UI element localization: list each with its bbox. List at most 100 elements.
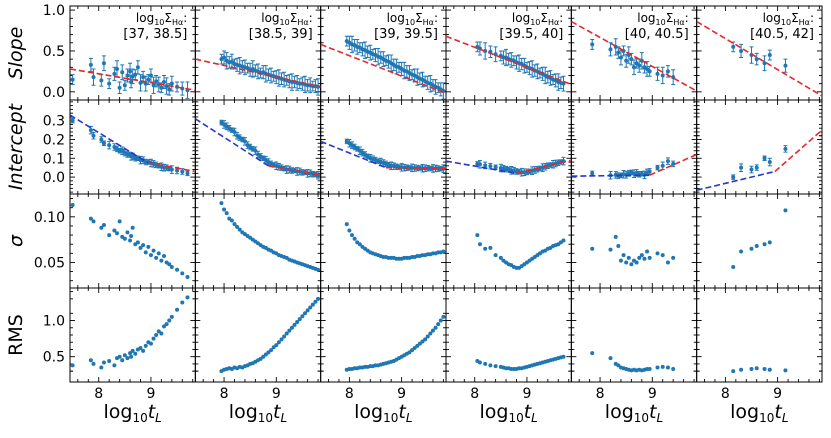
data-point [180, 169, 185, 174]
x-tick-label: 8 [721, 386, 730, 402]
x-axis-label: log10tL [479, 401, 537, 425]
data-point [175, 307, 180, 312]
fit-line [696, 20, 823, 97]
data-point [608, 47, 613, 52]
data-point [608, 356, 613, 361]
fit-line [516, 159, 572, 175]
fit-line [696, 170, 776, 192]
data-point [148, 73, 153, 78]
data-point [107, 143, 112, 148]
x-tick-label: 9 [773, 386, 782, 402]
data-point [665, 69, 670, 74]
y-axis-label: RMS [5, 314, 27, 356]
panel-data [571, 153, 697, 180]
data-point [498, 255, 503, 260]
data-point [616, 50, 621, 55]
data-point [637, 63, 642, 68]
data-point [749, 246, 754, 251]
column-label-range: [40.5, 42] [750, 27, 814, 42]
data-point [590, 246, 595, 251]
chart-panels [69, 5, 823, 383]
data-point [99, 78, 104, 83]
data-point [222, 55, 227, 60]
fit-line [774, 129, 823, 173]
data-point [99, 365, 104, 370]
data-point [626, 255, 631, 260]
data-point [229, 218, 234, 223]
panel-data [195, 118, 321, 180]
data-point [749, 167, 754, 172]
data-point [624, 58, 629, 63]
data-point [229, 59, 234, 64]
data-point [665, 260, 670, 265]
data-point [590, 351, 595, 356]
data-point [647, 366, 652, 371]
panel-data [219, 296, 321, 374]
data-point [493, 364, 498, 369]
data-point [767, 53, 772, 58]
data-point [783, 146, 788, 151]
data-point [154, 79, 159, 84]
data-point [169, 314, 174, 319]
data-point [88, 216, 93, 221]
data-point [767, 367, 772, 372]
panel-data [70, 114, 196, 177]
data-point [616, 244, 621, 249]
data-point [120, 70, 125, 75]
data-point [115, 66, 119, 71]
data-point [621, 253, 626, 258]
data-point [488, 164, 493, 169]
data-point [235, 224, 240, 229]
data-point [154, 255, 159, 260]
data-point [112, 363, 117, 368]
data-point [423, 337, 428, 342]
data-point [754, 244, 759, 249]
data-point [115, 231, 119, 236]
data-point [91, 75, 96, 80]
data-point [185, 295, 190, 300]
fit-line [385, 166, 446, 170]
data-point [143, 343, 148, 348]
data-point [483, 163, 488, 168]
x-tick-label: 8 [470, 386, 479, 402]
data-point [618, 55, 623, 60]
data-point [477, 242, 482, 247]
panel-data [696, 129, 823, 192]
data-point [130, 348, 135, 353]
data-point [660, 364, 665, 369]
data-point [762, 61, 767, 66]
data-point [618, 258, 623, 263]
data-point [613, 234, 618, 239]
data-point [289, 325, 294, 330]
fit-line [70, 114, 149, 164]
data-point [169, 265, 174, 270]
data-point [433, 325, 438, 330]
data-point [441, 249, 446, 254]
data-point [151, 336, 156, 341]
data-point [665, 159, 670, 164]
data-point [352, 236, 357, 241]
fit-line [195, 118, 269, 167]
panel-data [590, 234, 676, 267]
data-point [70, 202, 75, 207]
data-point [441, 314, 446, 319]
y-tick-label: 0.10 [34, 210, 65, 226]
y-tick-label: 0.1 [43, 151, 65, 167]
data-point [295, 319, 300, 324]
data-point [122, 236, 127, 241]
data-point [91, 219, 96, 224]
data-point [608, 247, 613, 252]
data-point [133, 72, 138, 77]
data-point [767, 240, 772, 245]
data-point [297, 317, 302, 322]
data-point [767, 160, 772, 165]
data-point [135, 240, 140, 245]
data-point [647, 69, 652, 74]
chart-marks [70, 20, 823, 374]
panel-data [195, 50, 321, 96]
data-point [107, 359, 112, 364]
data-point [647, 255, 652, 260]
data-point [138, 245, 143, 250]
data-point [754, 165, 759, 170]
